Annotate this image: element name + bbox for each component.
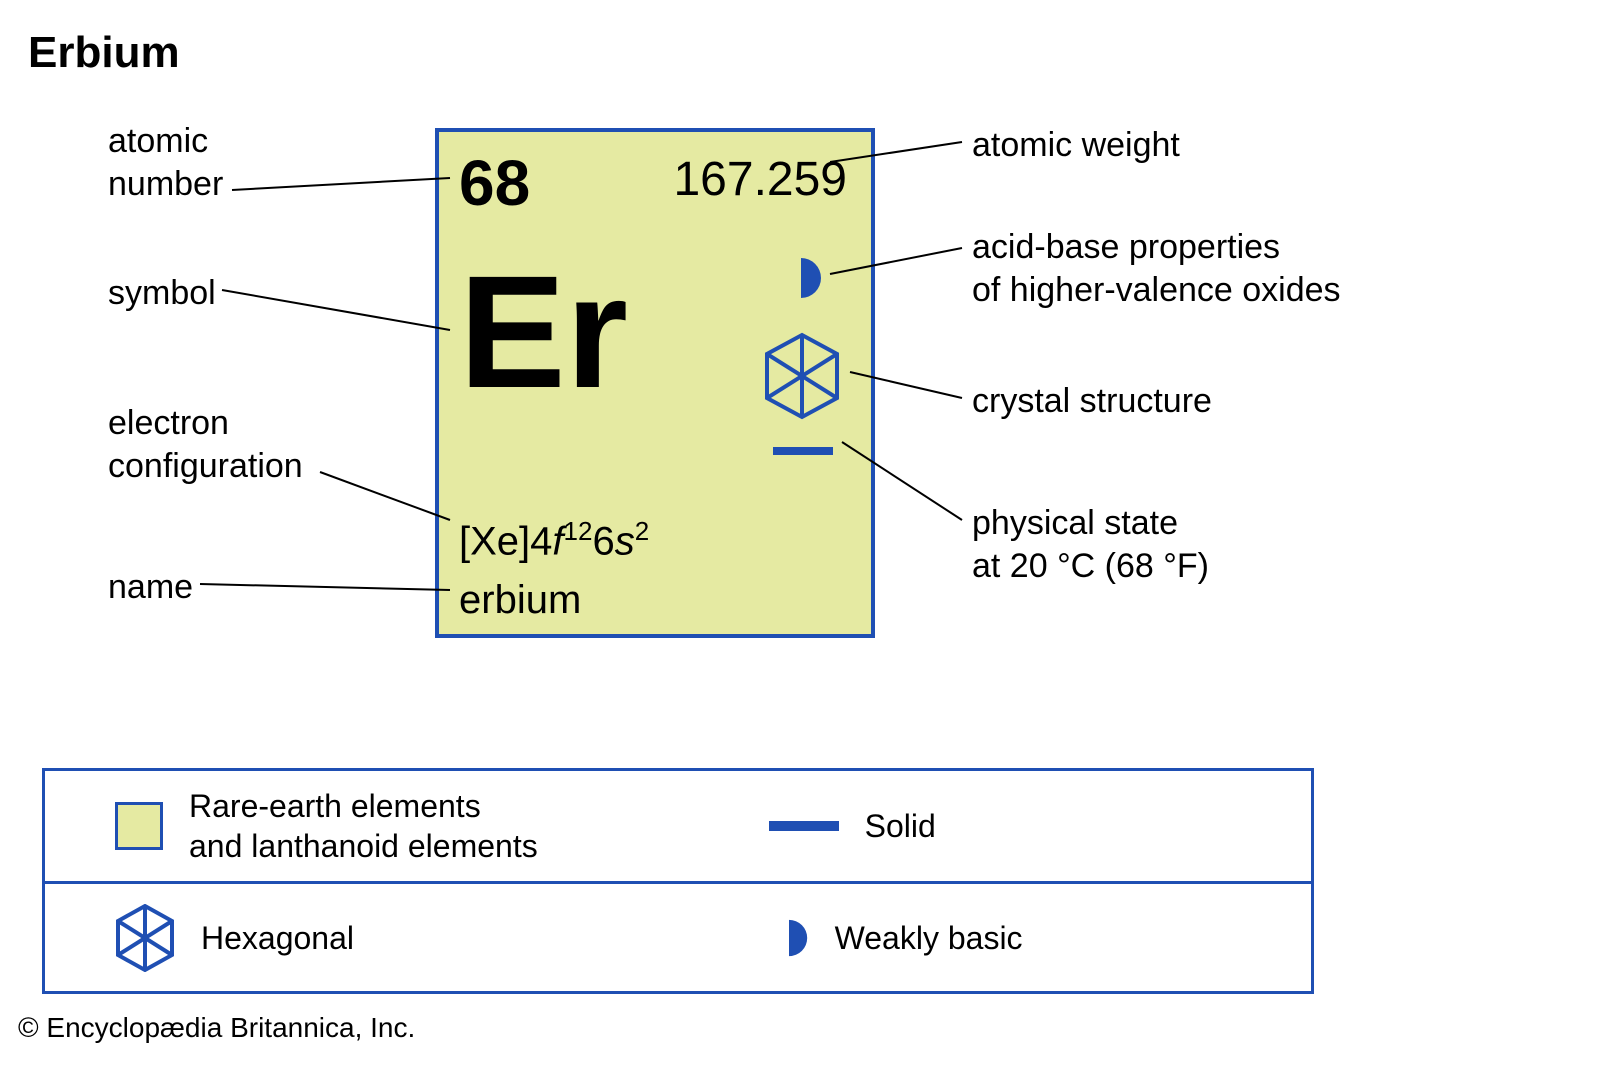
solid-state-icon <box>773 442 833 450</box>
electron-configuration: [Xe]4f126s2 <box>459 516 649 564</box>
atomic-weight: 167.259 <box>673 152 847 207</box>
weakly-basic-half-circle-icon <box>769 918 809 958</box>
legend-label: Hexagonal <box>201 918 354 958</box>
hexagonal-crystal-icon <box>763 332 841 420</box>
element-diagram: 68 167.259 Er [Xe]4f126s2 erbium atomicn… <box>0 100 1600 720</box>
hexagonal-icon <box>115 904 175 972</box>
callout-atomic-weight: atomic weight <box>972 124 1180 167</box>
rare-earth-swatch-icon <box>115 802 163 850</box>
weakly-basic-icon <box>779 256 823 300</box>
solid-line-icon <box>769 821 839 831</box>
legend-weakly-basic: Weakly basic <box>729 918 1311 958</box>
callout-physical-state: physical stateat 20 °C (68 °F) <box>972 502 1209 587</box>
callout-name: name <box>108 566 193 609</box>
legend-label: Rare-earth elementsand lanthanoid elemen… <box>189 786 538 866</box>
callout-electron-config: electronconfiguration <box>108 402 303 487</box>
callout-symbol: symbol <box>108 272 216 315</box>
callout-atomic-number: atomicnumber <box>108 120 223 205</box>
legend: Rare-earth elementsand lanthanoid elemen… <box>42 768 1314 994</box>
callout-acid-base: acid-base propertiesof higher-valence ox… <box>972 226 1341 311</box>
page-title: Erbium <box>28 28 180 78</box>
copyright: © Encyclopædia Britannica, Inc. <box>18 1012 415 1044</box>
legend-row: Hexagonal Weakly basic <box>45 881 1311 991</box>
callout-crystal: crystal structure <box>972 380 1212 423</box>
element-name: erbium <box>459 578 581 623</box>
legend-solid: Solid <box>729 806 1311 846</box>
element-tile: 68 167.259 Er [Xe]4f126s2 erbium <box>435 128 875 638</box>
legend-label: Weakly basic <box>835 918 1023 958</box>
legend-hexagonal: Hexagonal <box>45 904 729 972</box>
legend-rare-earth: Rare-earth elementsand lanthanoid elemen… <box>45 786 729 866</box>
atomic-number: 68 <box>459 146 530 220</box>
element-symbol: Er <box>459 252 628 412</box>
legend-row: Rare-earth elementsand lanthanoid elemen… <box>45 771 1311 881</box>
legend-label: Solid <box>865 806 936 846</box>
